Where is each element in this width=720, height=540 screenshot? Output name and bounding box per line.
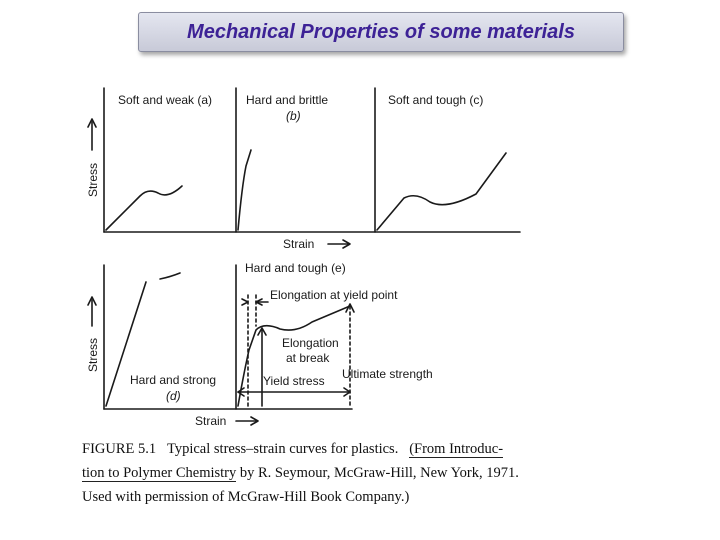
panel-label-d-line1: Hard and strong [130,373,216,387]
curve-hard-brittle [237,149,252,231]
ultimate-strength-arrowhead [345,303,355,313]
panel-label-b-line2: (b) [286,109,301,123]
ultimate-strength-label: Ultimate strength [342,367,433,381]
yield-stress-arrowhead [257,327,267,336]
caption-publisher: by R. Seymour, McGraw-Hill, New York, 19… [239,465,519,481]
caption-line-2: tion to Polymer Chemistry by R. Seymour,… [82,461,672,485]
curve-soft-weak [105,185,183,231]
elongation-break-label-line2: at break [286,351,330,365]
figure-caption: FIGURE 5.1 Typical stress–strain curves … [82,437,672,509]
panel-label-b-line1: Hard and brittle [246,93,328,107]
stress-axis-label-top: Stress [86,163,100,197]
panel-label-a: Soft and weak (a) [118,93,212,107]
curve-hard-strong [105,281,147,407]
stress-arrowhead-top [87,118,97,128]
stress-axis-label-bottom: Stress [86,338,100,372]
panel-label-e: Hard and tough (e) [245,261,346,275]
curve-hard-strong-upper [159,272,181,280]
panel-label-c: Soft and tough (c) [388,93,483,107]
elongation-yield-label: Elongation at yield point [270,288,398,302]
strain-axis-label-top: Strain [283,237,314,251]
strain-arrowhead-top [342,239,351,249]
strain-arrowhead-bottom [250,416,259,426]
elongation-break-label-line1: Elongation [282,336,339,350]
caption-figure-number: FIGURE 5.1 [82,441,157,457]
elongation-yield-arrowhead-left [241,298,249,306]
caption-line-1: FIGURE 5.1 Typical stress–strain curves … [82,437,672,461]
stress-arrowhead-bottom [87,296,97,306]
caption-source-start: (From Introduc- [409,441,504,458]
elongation-break-arrowhead-left [237,387,245,397]
caption-description: Typical stress–strain curves for plastic… [167,441,399,457]
caption-book-title: tion to Polymer Chemistry [82,465,237,482]
curve-soft-tough [376,152,507,231]
panel-label-d-line2: (d) [166,389,181,403]
caption-line-3: Used with permission of McGraw-Hill Book… [82,489,410,505]
curve-hard-tough [237,305,351,407]
slide-title: Mechanical Properties of some materials [187,20,575,43]
strain-axis-label-bottom: Strain [195,414,226,428]
slide-title-box: Mechanical Properties of some materials [138,12,624,52]
yield-stress-label: Yield stress [263,374,325,388]
